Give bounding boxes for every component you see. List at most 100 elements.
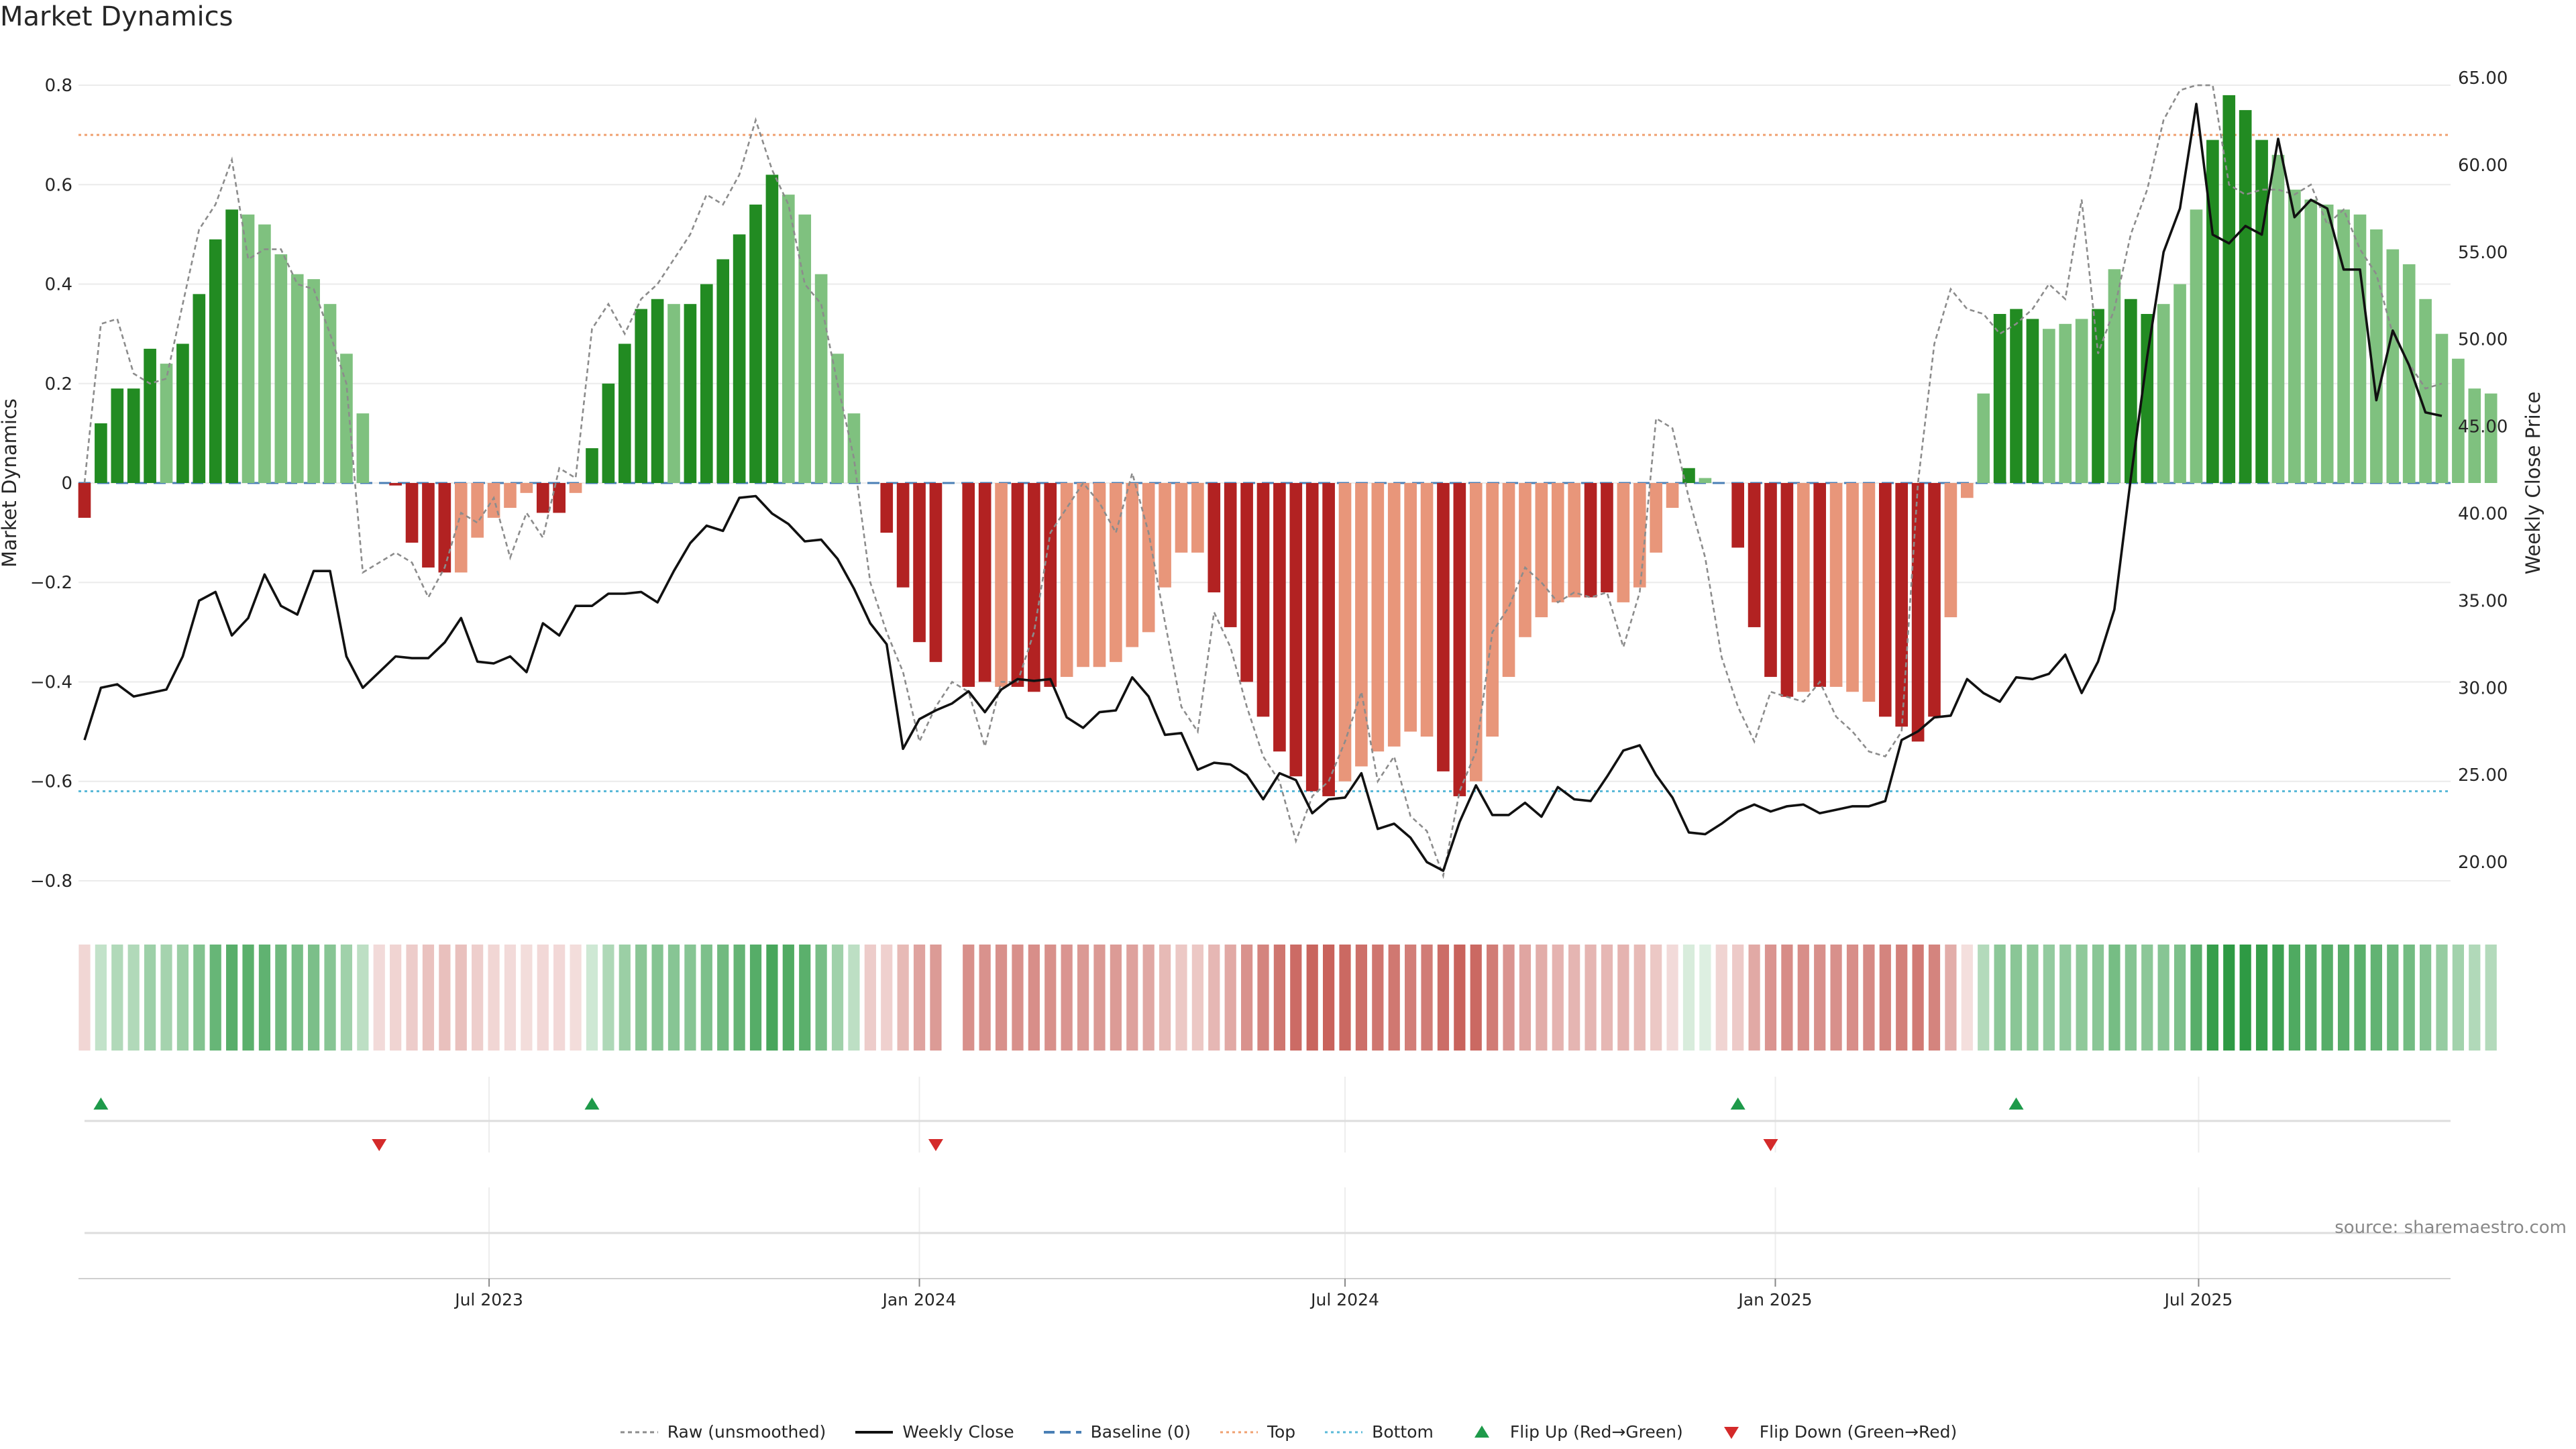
bar (2452, 358, 2465, 483)
strip-cell (2125, 945, 2137, 1051)
bar (700, 284, 713, 483)
chart-title: Market Dynamics (0, 1, 233, 32)
strip-cell (2255, 945, 2268, 1051)
strip-cell (2436, 945, 2448, 1051)
legend-item-flip-down: Flip Down (Green→Red) (1711, 1422, 1957, 1442)
strip-cell (1240, 945, 1253, 1051)
bar (2059, 323, 2072, 483)
weekly-close-line (83, 103, 2443, 872)
strip-cell (1421, 945, 1433, 1051)
bar (176, 343, 189, 483)
strip-cell (1175, 945, 1187, 1051)
bar (1208, 483, 1221, 593)
strip-cell (95, 945, 107, 1051)
strip-cell (1503, 945, 1515, 1051)
legend-swatch (855, 1430, 894, 1434)
bar (1535, 483, 1548, 618)
strip-cell (1372, 945, 1384, 1051)
bar (2271, 154, 2285, 483)
bar (831, 354, 844, 483)
bar (618, 343, 631, 483)
bar (1748, 483, 1761, 627)
strip-cell (2108, 945, 2121, 1051)
bar (405, 483, 419, 543)
strip-cell (831, 945, 844, 1051)
strip-cell (619, 945, 631, 1051)
strip-cell (1715, 945, 1727, 1051)
strip-cell (995, 945, 1008, 1051)
strip-cell (1666, 945, 1678, 1051)
bar (225, 209, 238, 483)
strip-cell (1961, 945, 1973, 1051)
y2-tick-label: 30.00 (2458, 678, 2508, 698)
strip-cell (193, 945, 205, 1051)
strip-cell (897, 945, 909, 1051)
lines-layer (83, 84, 2443, 879)
bar (1093, 483, 1106, 667)
strip-cell (1306, 945, 1318, 1051)
bar (1829, 483, 1843, 687)
strip-cell (2272, 945, 2284, 1051)
strip-cell (1699, 945, 1711, 1051)
bar (111, 388, 124, 483)
legend-swatch (1220, 1431, 1258, 1433)
bar (1633, 483, 1646, 588)
bar (2320, 204, 2334, 483)
strip-cell (176, 945, 189, 1051)
bar (1911, 483, 1925, 742)
bar (1519, 483, 1532, 637)
bar (1240, 483, 1253, 682)
strip-cell (1044, 945, 1057, 1051)
y-tick-label: −0.4 (30, 672, 72, 692)
y-tick-label: 0.6 (45, 175, 72, 195)
strip-cell (2288, 945, 2300, 1051)
bar (733, 234, 746, 483)
bar (1666, 483, 1679, 508)
legend-label: Flip Down (Green→Red) (1759, 1422, 1957, 1442)
x-tick-label: Jul 2024 (1309, 1290, 1379, 1309)
legend-swatch (1474, 1425, 1489, 1438)
bar (1256, 483, 1270, 717)
bar (1305, 483, 1319, 792)
y2-tick-label: 60.00 (2458, 156, 2508, 176)
bar (422, 483, 435, 568)
strip-cell (1781, 945, 1793, 1051)
strip-cell (537, 945, 549, 1051)
strip-cell (2027, 945, 2039, 1051)
bar (487, 483, 500, 518)
strip-cell (1191, 945, 1203, 1051)
strip-cell (1257, 945, 1269, 1051)
bar (929, 483, 943, 662)
x-tick-label: Jul 2025 (2163, 1290, 2233, 1309)
bar (1862, 483, 1876, 702)
bar (1404, 483, 1417, 732)
bar (651, 299, 664, 483)
bar (798, 214, 812, 483)
legend-swatch (1723, 1426, 1739, 1439)
bar (1338, 483, 1352, 782)
strip-cell (111, 945, 123, 1051)
bar (127, 388, 140, 483)
strip-cell (1061, 945, 1073, 1051)
strip-cell (1601, 945, 1613, 1051)
legend-item-flip-up: Flip Up (Red→Green) (1462, 1422, 1683, 1442)
strip-cell (1896, 945, 1908, 1051)
y-tick-label: −0.2 (30, 573, 72, 593)
bar (241, 214, 255, 483)
legend-swatch (1325, 1431, 1363, 1433)
strip-cell (1879, 945, 1891, 1051)
bar (2370, 229, 2383, 483)
strip-cell (2387, 945, 2399, 1051)
strip-cell (308, 945, 320, 1051)
strip-cell (1748, 945, 1760, 1051)
bar (2255, 140, 2268, 483)
strip-cell (700, 945, 712, 1051)
bar (749, 204, 762, 483)
bar (1224, 483, 1237, 627)
strip-cell (2239, 945, 2251, 1051)
bar (2157, 304, 2170, 483)
bar (1764, 483, 1777, 678)
bar (258, 224, 271, 483)
bar (1387, 483, 1401, 747)
